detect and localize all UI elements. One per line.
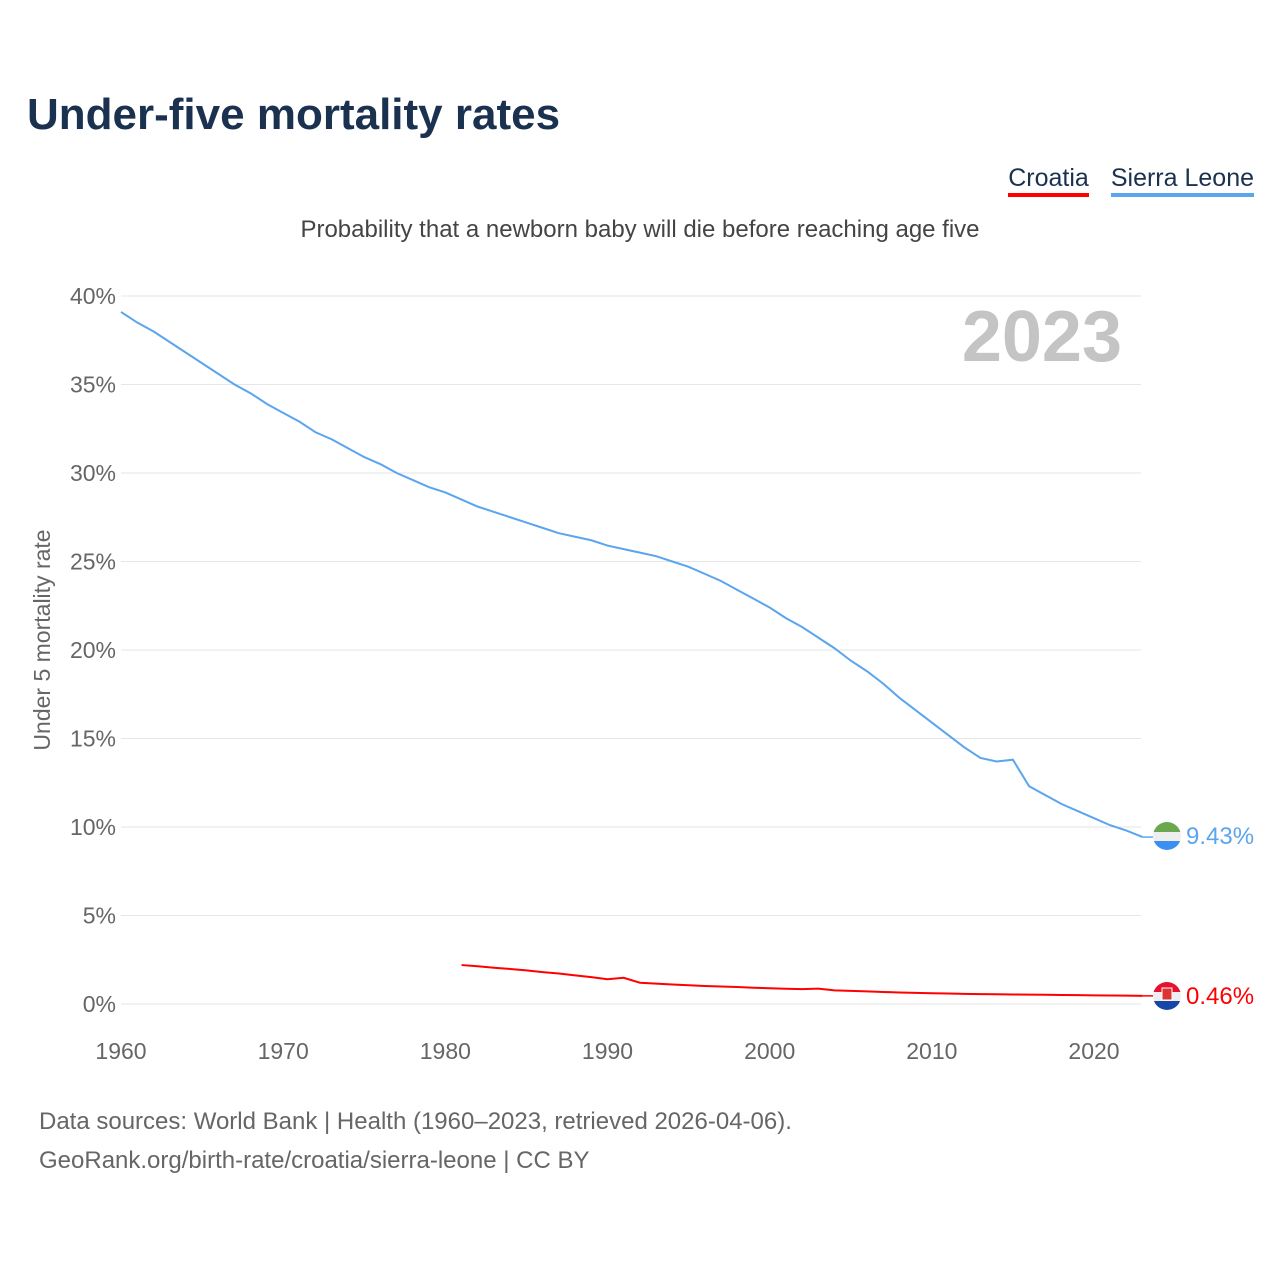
y-tick-label: 25%: [70, 549, 116, 575]
sierra-leone-flag-icon: [1153, 822, 1181, 850]
x-tick-label: 2010: [906, 1038, 957, 1064]
legend-croatia[interactable]: Croatia: [1008, 164, 1089, 197]
legend: Croatia Sierra Leone: [1008, 164, 1254, 197]
y-axis-label: Under 5 mortality rate: [29, 529, 55, 750]
sierra-leone-end-label: 9.43%: [1186, 823, 1254, 850]
year-label: 2023: [962, 297, 1122, 377]
x-tick-label: 2000: [744, 1038, 795, 1064]
footer-sources: Data sources: World Bank | Health (1960–…: [39, 1108, 792, 1135]
series-line-croatia: [461, 964, 1143, 997]
y-tick-label: 30%: [70, 460, 116, 486]
chart-subtitle: Probability that a newborn baby will die…: [300, 216, 980, 243]
chart-title: Under-five mortality rates: [27, 90, 561, 139]
y-tick-label: 10%: [70, 814, 116, 840]
x-tick-label: 1980: [420, 1038, 471, 1064]
x-tick-label: 1970: [258, 1038, 309, 1064]
x-tick-label: 1960: [95, 1038, 146, 1064]
x-tick-label: 1990: [582, 1038, 633, 1064]
series-line-sierra-leone: [120, 311, 1144, 839]
y-tick-label: 0%: [83, 991, 116, 1017]
footer-link[interactable]: GeoRank.org/birth-rate/croatia/sierra-le…: [39, 1147, 590, 1174]
y-tick-label: 20%: [70, 637, 116, 663]
y-tick-label: 5%: [83, 903, 116, 929]
croatia-flag-icon: [1153, 982, 1181, 1010]
x-tick-label: 2020: [1068, 1038, 1119, 1064]
y-tick-label: 35%: [70, 372, 116, 398]
legend-sierra-leone[interactable]: Sierra Leone: [1110, 164, 1254, 197]
y-tick-label: 40%: [70, 283, 116, 309]
y-tick-label: 15%: [70, 726, 116, 752]
croatia-end-label: 0.46%: [1186, 983, 1254, 1010]
